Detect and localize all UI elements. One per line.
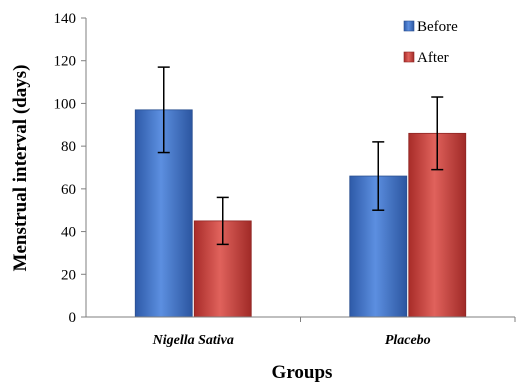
bar-after-1 <box>408 132 467 318</box>
legend: Before After <box>403 19 458 66</box>
y-tick-label: 140 <box>54 11 77 27</box>
legend-swatch-before <box>403 20 415 32</box>
y-axis-title: Menstrual interval (days) <box>10 65 31 272</box>
legend-label-after: After <box>417 50 449 66</box>
y-tick-label: 20 <box>61 267 76 283</box>
legend-swatch-after <box>403 51 415 63</box>
category-labels: Nigella Sativa Placebo <box>152 333 431 348</box>
axes <box>85 18 516 322</box>
legend-label-before: Before <box>417 19 458 35</box>
error-bar-after-1 <box>431 96 444 171</box>
error-bar-after-0 <box>216 196 229 246</box>
y-tick-label: 120 <box>54 54 77 70</box>
error-bar-before-1 <box>372 141 385 211</box>
category-label-1: Placebo <box>385 333 431 348</box>
x-axis-title: Groups <box>272 362 333 383</box>
error-bars-group <box>157 66 444 246</box>
y-tick-label: 0 <box>69 310 77 326</box>
y-axis-ticks: 0 20 40 60 80 100 120 140 <box>54 11 86 326</box>
y-tick-label: 80 <box>61 139 76 155</box>
bars-group <box>134 109 467 318</box>
y-tick-label: 100 <box>54 96 77 112</box>
y-tick-label: 40 <box>61 225 76 241</box>
y-tick-label: 60 <box>61 182 76 198</box>
error-bar-before-0 <box>157 66 170 154</box>
category-label-0: Nigella Sativa <box>152 333 234 348</box>
